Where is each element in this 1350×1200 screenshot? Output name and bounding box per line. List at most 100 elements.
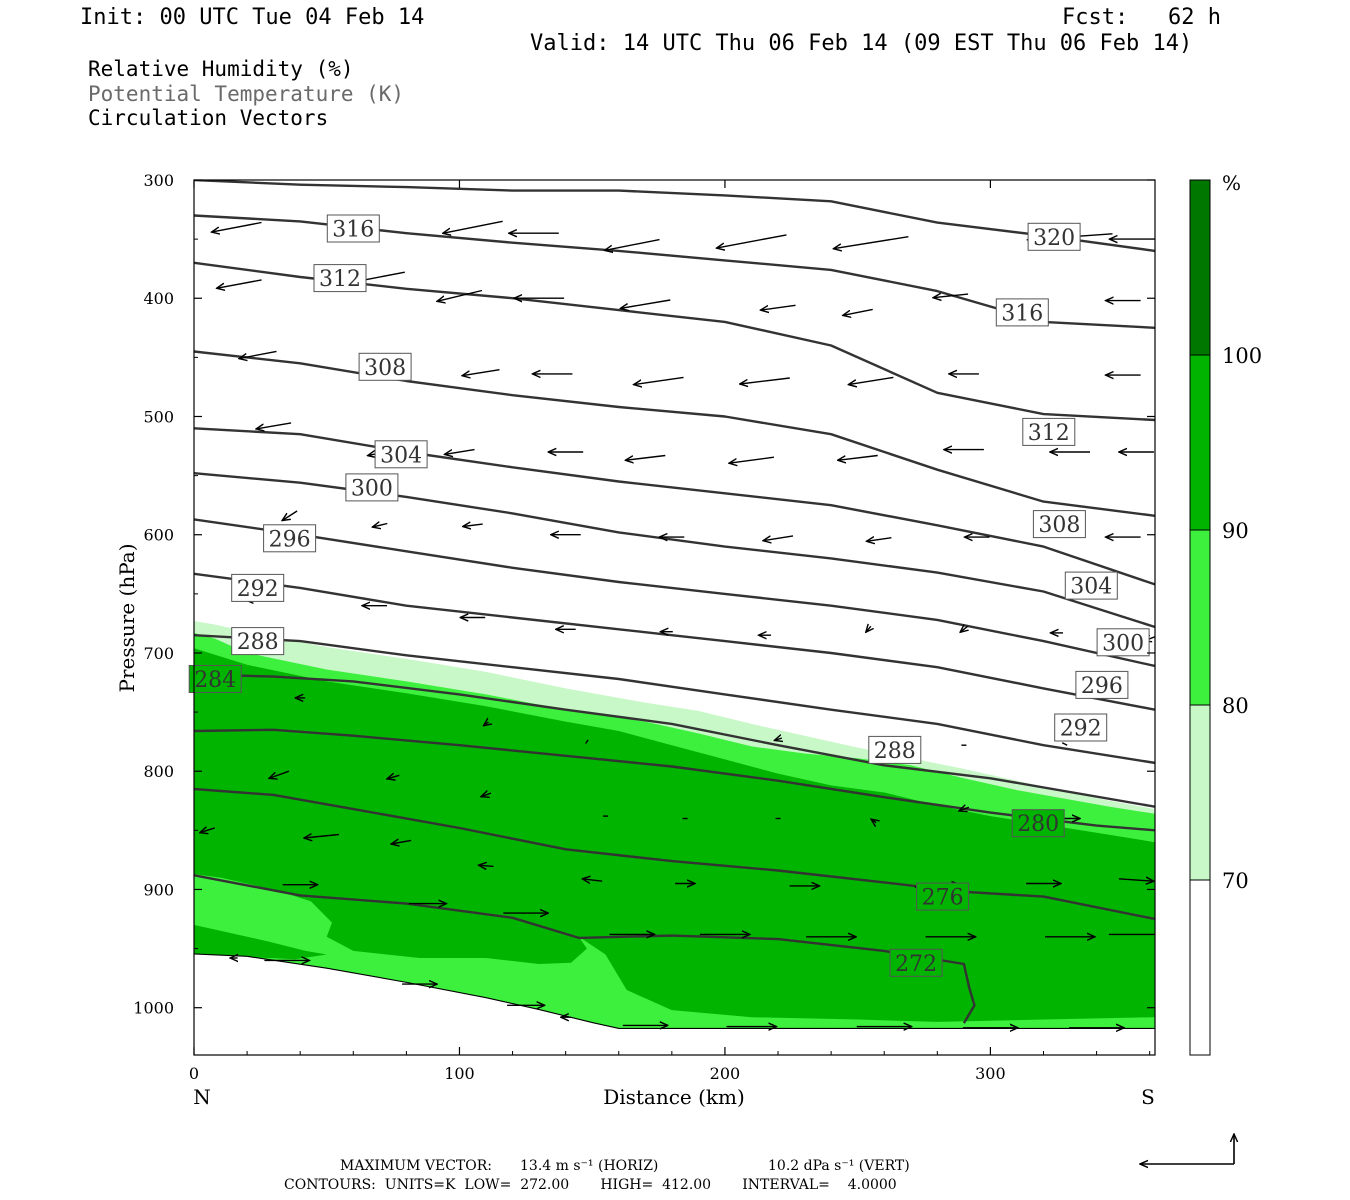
end-label-south: S bbox=[1141, 1085, 1155, 1109]
contour-label-box bbox=[1064, 571, 1118, 600]
max-vector-label: MAXIMUM VECTOR: bbox=[340, 1158, 492, 1174]
x-tick-label: 100 bbox=[444, 1064, 475, 1083]
contour-label-box bbox=[995, 298, 1049, 327]
colorbar-segment bbox=[1190, 705, 1210, 880]
y-tick-label: 700 bbox=[143, 644, 174, 663]
contour-label-300: 300 bbox=[345, 473, 399, 502]
contour-label-320: 320 bbox=[1027, 222, 1081, 251]
circulation-vectors bbox=[200, 220, 1155, 1028]
circulation-vector bbox=[484, 722, 489, 726]
contour-label-box bbox=[188, 665, 242, 693]
contour-label-316: 316 bbox=[326, 214, 380, 243]
colorbar-segment bbox=[1190, 880, 1210, 1055]
colorbar-segment bbox=[1190, 355, 1210, 530]
circulation-vector bbox=[445, 448, 475, 455]
y-tick-label: 900 bbox=[143, 880, 174, 899]
contour-label-box bbox=[1075, 670, 1129, 699]
contour-label-300: 300 bbox=[1096, 628, 1150, 657]
contour-label-296: 296 bbox=[1075, 670, 1129, 699]
y-tick-label: 600 bbox=[143, 526, 174, 545]
circulation-vector bbox=[866, 538, 892, 542]
contour-label-box bbox=[916, 882, 970, 911]
axes: 0 100 200 300 300 400 500 600 700 800 900 1000 bbox=[133, 171, 1155, 1083]
max-vector-vertical: 10.2 dPa s⁻¹ (VERT) bbox=[768, 1158, 910, 1174]
colorbar-segment bbox=[1190, 180, 1210, 355]
contour-label-308: 308 bbox=[1032, 510, 1086, 539]
circulation-vector bbox=[1061, 742, 1068, 746]
contour-label-292: 292 bbox=[231, 573, 285, 602]
contour-label-text: 316 bbox=[332, 218, 374, 243]
colorbar-label: 70 bbox=[1222, 869, 1249, 893]
theta-contour-320 bbox=[194, 180, 1155, 253]
contour-label-text: 292 bbox=[237, 577, 279, 602]
legend-potential-temperature: Potential Temperature (K) bbox=[88, 82, 405, 106]
contour-label-text: 288 bbox=[874, 739, 916, 764]
x-tick-label: 300 bbox=[975, 1064, 1006, 1083]
theta-contour-288 bbox=[194, 634, 1155, 765]
contour-label-box bbox=[326, 214, 380, 243]
circulation-vector bbox=[866, 626, 871, 632]
contour-label-288: 288 bbox=[231, 627, 285, 656]
contour-label-text: 280 bbox=[1017, 812, 1059, 837]
circulation-vector bbox=[605, 238, 660, 251]
contour-label-text: 296 bbox=[269, 527, 311, 552]
contour-label-box bbox=[1027, 222, 1081, 251]
theta-contour-292 bbox=[194, 572, 1155, 711]
circulation-vector bbox=[774, 738, 782, 740]
contour-label-box bbox=[1096, 628, 1150, 657]
contour-label-text: 300 bbox=[1102, 631, 1144, 656]
contour-label-text: 288 bbox=[237, 630, 279, 655]
colorbar-label: 80 bbox=[1222, 694, 1249, 718]
contour-label-box bbox=[358, 352, 412, 381]
colorbar-label: 100 bbox=[1222, 344, 1262, 368]
contour-label-312: 312 bbox=[313, 264, 367, 293]
circulation-vector bbox=[582, 879, 603, 881]
init-time: Init: 00 UTC Tue 04 Feb 14 bbox=[80, 5, 425, 30]
circulation-vector bbox=[387, 775, 400, 779]
y-tick-label: 500 bbox=[143, 407, 174, 426]
contour-label-box bbox=[231, 627, 285, 656]
circulation-vector bbox=[463, 524, 483, 526]
circulation-vector bbox=[481, 793, 492, 797]
y-tick-label: 300 bbox=[143, 171, 174, 190]
contour-label-304: 304 bbox=[1064, 571, 1118, 600]
circulation-vector bbox=[933, 294, 969, 298]
circulation-vector bbox=[437, 289, 483, 302]
contour-label-text: 276 bbox=[922, 886, 964, 911]
contour-label-308: 308 bbox=[358, 352, 412, 381]
contour-label-text: 304 bbox=[380, 443, 422, 468]
colorbar-frame bbox=[1189, 179, 1211, 1056]
terrain-fill bbox=[194, 954, 1155, 1055]
circulation-vector bbox=[625, 454, 666, 461]
contour-label-text: 284 bbox=[194, 668, 236, 693]
circulation-vector bbox=[391, 840, 412, 844]
contour-label-box bbox=[1011, 809, 1065, 838]
contour-label-text: 292 bbox=[1060, 717, 1102, 742]
contour-label-box bbox=[889, 948, 943, 977]
contour-label-text: 308 bbox=[364, 356, 406, 381]
circulation-vector bbox=[1118, 879, 1154, 881]
contour-label-280: 280 bbox=[1011, 809, 1065, 838]
contour-label-box bbox=[263, 524, 317, 553]
circulation-vector bbox=[443, 220, 503, 233]
contour-label-box bbox=[1032, 510, 1086, 539]
theta-contour-276 bbox=[194, 787, 1155, 921]
max-vector-horizontal: 13.4 m s⁻¹ (HORIZ) bbox=[520, 1158, 659, 1174]
contour-label-text: 296 bbox=[1081, 674, 1123, 699]
circulation-vector bbox=[620, 299, 671, 308]
x-tick-label: 200 bbox=[710, 1064, 741, 1083]
contour-label-text: 312 bbox=[319, 267, 361, 292]
colorbar: 70 80 90 100% bbox=[1189, 171, 1262, 1056]
circulation-vector bbox=[217, 279, 262, 288]
y-tick-label: 1000 bbox=[133, 999, 174, 1018]
circulation-vector bbox=[256, 422, 292, 429]
contour-label-272: 272 bbox=[889, 948, 943, 977]
contour-label-text: 316 bbox=[1001, 301, 1043, 326]
forecast-hour: Fcst: 62 h bbox=[1062, 5, 1221, 30]
valid-time: Valid: 14 UTC Thu 06 Feb 14 (09 EST Thu … bbox=[530, 31, 1193, 56]
circulation-vector bbox=[479, 865, 494, 866]
y-tick-label: 400 bbox=[143, 289, 174, 308]
contour-label-box bbox=[313, 264, 367, 293]
circulation-vector bbox=[848, 376, 894, 384]
circulation-vector bbox=[200, 828, 216, 833]
